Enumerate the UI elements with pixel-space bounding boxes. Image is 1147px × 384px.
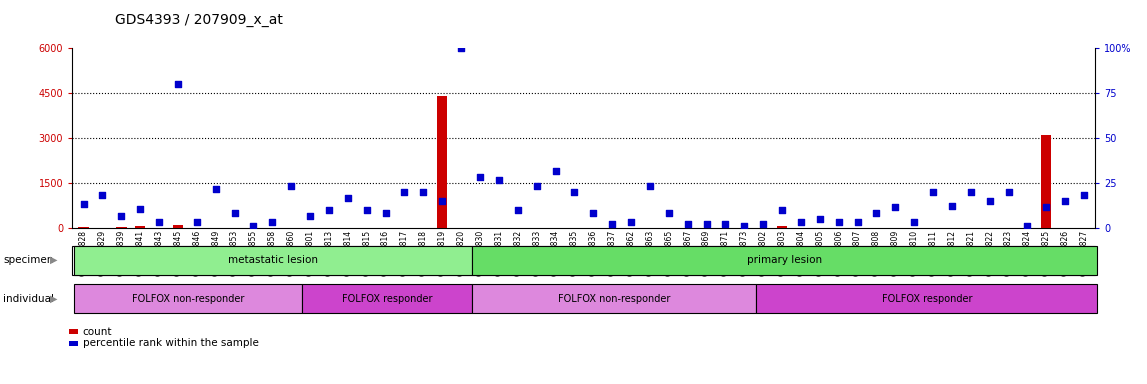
- Point: [923, 189, 942, 195]
- Point: [811, 217, 829, 223]
- Text: FOLFOX non-responder: FOLFOX non-responder: [132, 293, 244, 304]
- Point: [829, 219, 848, 225]
- Point: [679, 221, 697, 227]
- Bar: [135, 226, 146, 228]
- Point: [434, 198, 452, 204]
- Point: [263, 219, 281, 225]
- Bar: [116, 227, 126, 228]
- Text: GDS4393 / 207909_x_at: GDS4393 / 207909_x_at: [115, 13, 282, 27]
- Point: [1019, 223, 1037, 229]
- Point: [546, 168, 564, 174]
- Point: [75, 201, 93, 207]
- Point: [603, 221, 622, 227]
- Bar: [777, 227, 787, 228]
- Text: ▶: ▶: [50, 293, 58, 304]
- Point: [1056, 198, 1075, 204]
- Point: [396, 189, 414, 195]
- Point: [773, 207, 791, 214]
- Point: [622, 219, 640, 225]
- Text: ▶: ▶: [50, 255, 58, 265]
- Point: [188, 219, 206, 225]
- Bar: [437, 96, 447, 228]
- Point: [320, 207, 338, 214]
- Point: [528, 183, 546, 189]
- Point: [112, 214, 131, 220]
- Point: [849, 219, 867, 225]
- Text: individual: individual: [3, 293, 54, 304]
- Text: FOLFOX responder: FOLFOX responder: [342, 293, 432, 304]
- Point: [414, 189, 432, 195]
- Point: [470, 174, 489, 180]
- Point: [697, 221, 716, 227]
- Point: [660, 210, 678, 217]
- Point: [452, 45, 470, 51]
- Point: [244, 223, 263, 229]
- Point: [943, 203, 961, 209]
- Point: [150, 219, 169, 225]
- Point: [641, 183, 660, 189]
- Point: [887, 204, 905, 210]
- Point: [1037, 204, 1055, 210]
- Bar: [78, 227, 88, 228]
- Point: [716, 221, 734, 227]
- Text: specimen: specimen: [3, 255, 54, 265]
- Text: metastatic lesion: metastatic lesion: [228, 255, 318, 265]
- Point: [490, 177, 508, 184]
- Text: FOLFOX responder: FOLFOX responder: [882, 293, 972, 304]
- Point: [226, 210, 244, 217]
- Point: [376, 210, 395, 217]
- Point: [735, 223, 754, 229]
- Point: [358, 207, 376, 214]
- Text: FOLFOX non-responder: FOLFOX non-responder: [557, 293, 670, 304]
- Point: [131, 206, 149, 212]
- Point: [338, 195, 357, 202]
- Bar: [1041, 135, 1052, 228]
- Point: [905, 219, 923, 225]
- Point: [961, 189, 980, 195]
- Text: primary lesion: primary lesion: [747, 255, 822, 265]
- Point: [754, 221, 772, 227]
- Point: [867, 210, 885, 217]
- Point: [206, 186, 225, 192]
- Point: [508, 207, 526, 214]
- Bar: [173, 225, 184, 228]
- Point: [282, 183, 301, 189]
- Point: [169, 81, 187, 87]
- Text: percentile rank within the sample: percentile rank within the sample: [83, 338, 258, 348]
- Point: [565, 189, 584, 195]
- Text: count: count: [83, 327, 112, 337]
- Point: [301, 214, 319, 220]
- Point: [981, 198, 999, 204]
- Point: [791, 219, 810, 225]
- Point: [999, 189, 1017, 195]
- Point: [584, 210, 602, 217]
- Point: [93, 192, 111, 199]
- Point: [1075, 192, 1093, 199]
